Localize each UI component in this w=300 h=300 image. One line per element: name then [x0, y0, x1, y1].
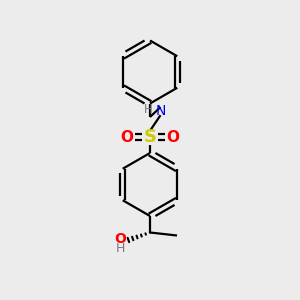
Text: O: O: [120, 130, 134, 145]
Text: O: O: [114, 232, 126, 246]
Text: N: N: [155, 104, 166, 118]
Text: S: S: [143, 128, 157, 146]
Text: H: H: [115, 242, 125, 255]
Text: O: O: [167, 130, 180, 145]
Text: H: H: [143, 103, 152, 116]
